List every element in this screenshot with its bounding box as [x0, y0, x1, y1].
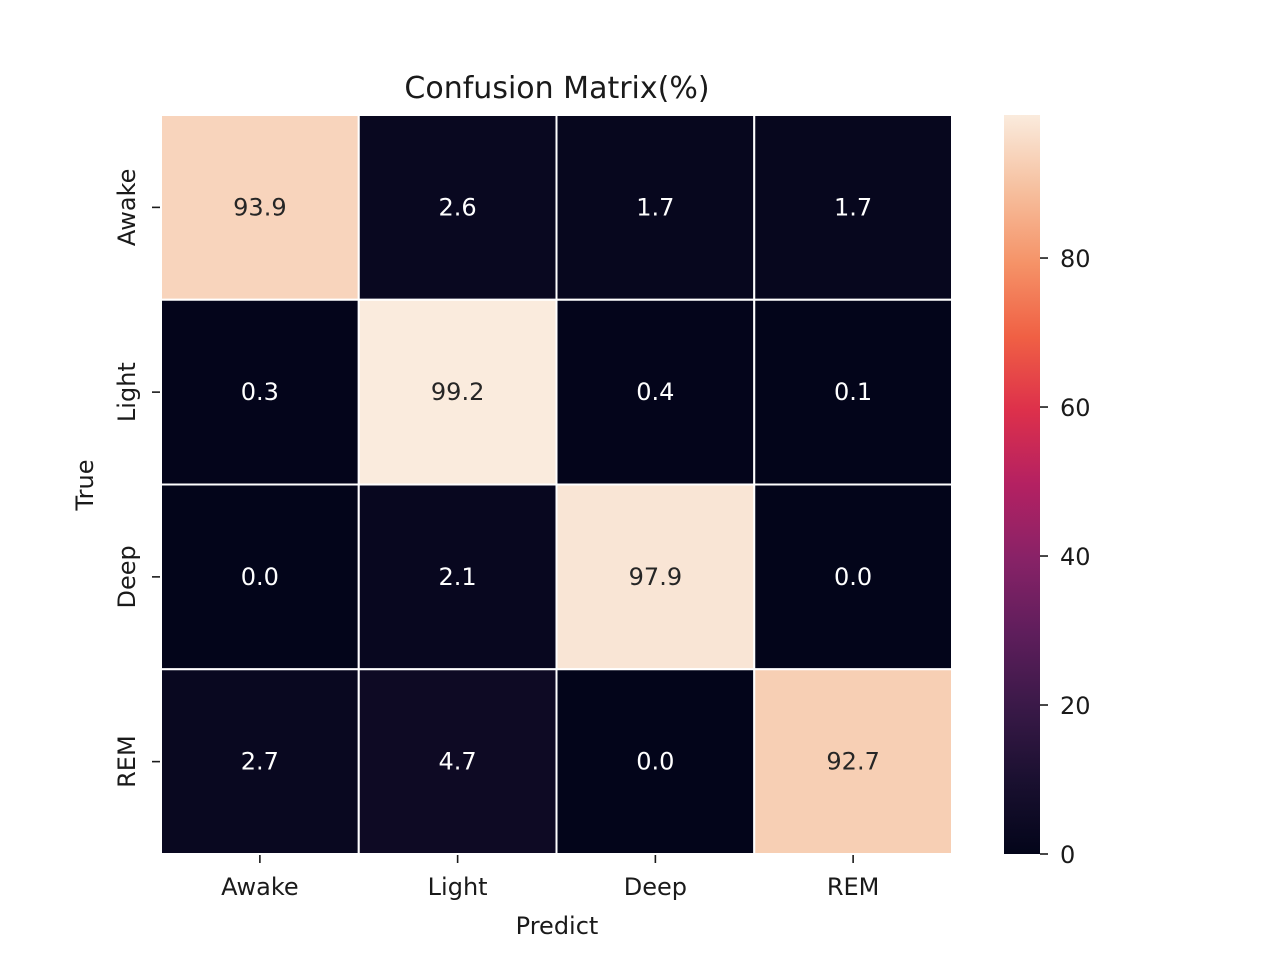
- cell-value-label: 97.9: [629, 563, 682, 591]
- x-tick-label: REM: [827, 873, 880, 901]
- heatmap-cell: [357, 668, 558, 855]
- heatmap-cell: [160, 668, 360, 855]
- cell-value-label: 99.2: [431, 378, 484, 406]
- y-tick-label: Light: [113, 362, 141, 422]
- heatmap-cell: [753, 483, 953, 671]
- heatmap-cell: [160, 298, 360, 486]
- cell-value-label: 0.0: [241, 563, 279, 591]
- heatmap-cell: [753, 668, 953, 855]
- heatmap-cell: [555, 668, 756, 855]
- y-tick-label: REM: [113, 735, 141, 788]
- cell-value-label: 2.1: [439, 563, 477, 591]
- cell-value-label: 0.1: [834, 378, 872, 406]
- colorbar-tick-label: 0: [1060, 841, 1075, 869]
- heatmap-cell: [357, 483, 558, 671]
- cell-value-label: 0.0: [834, 563, 872, 591]
- y-tick-label: Awake: [113, 169, 141, 247]
- heatmap-cell: [357, 114, 558, 301]
- cell-value-label: 1.7: [636, 193, 674, 221]
- colorbar: 0 20 40 60 80: [1004, 115, 1091, 869]
- cell-value-label: 93.9: [233, 193, 286, 221]
- colorbar-tick-label: 80: [1060, 245, 1091, 273]
- cell-value-label: 0.3: [241, 378, 279, 406]
- cell-value-label: 0.4: [636, 378, 674, 406]
- x-tick-label: Deep: [624, 873, 687, 901]
- x-tick-label: Light: [428, 873, 488, 901]
- x-axis-title: Predict: [516, 912, 599, 940]
- y-tick-label: Deep: [113, 545, 141, 608]
- heatmap-cell: [357, 298, 558, 486]
- chart-title: Confusion Matrix(%): [404, 71, 709, 106]
- heatmap-cell: [160, 114, 360, 301]
- colorbar-gradient: [1004, 115, 1040, 854]
- y-axis: Awake Light Deep REM: [113, 169, 160, 788]
- cell-value-label: 92.7: [826, 748, 879, 776]
- cell-value-label: 0.0: [636, 748, 674, 776]
- cell-value-label: 1.7: [834, 193, 872, 221]
- heatmap-grid: 93.9 2.6 1.7 1.7 0.3 99.2 0.4 0.1 0.0 2.1 97.9 0.0 2…: [160, 114, 953, 855]
- colorbar-tick-label: 20: [1060, 692, 1091, 720]
- heatmap-cell: [753, 114, 953, 301]
- x-tick-label: Awake: [221, 873, 299, 901]
- heatmap-cell: [753, 298, 953, 486]
- colorbar-tick-label: 40: [1060, 543, 1091, 571]
- heatmap-cell: [555, 114, 756, 301]
- cell-value-label: 2.7: [241, 748, 279, 776]
- colorbar-tick-label: 60: [1060, 394, 1091, 422]
- x-axis: Awake Light Deep REM: [221, 855, 879, 901]
- cell-value-label: 2.6: [439, 193, 477, 221]
- y-axis-title: True: [71, 460, 99, 512]
- cell-value-label: 4.7: [439, 748, 477, 776]
